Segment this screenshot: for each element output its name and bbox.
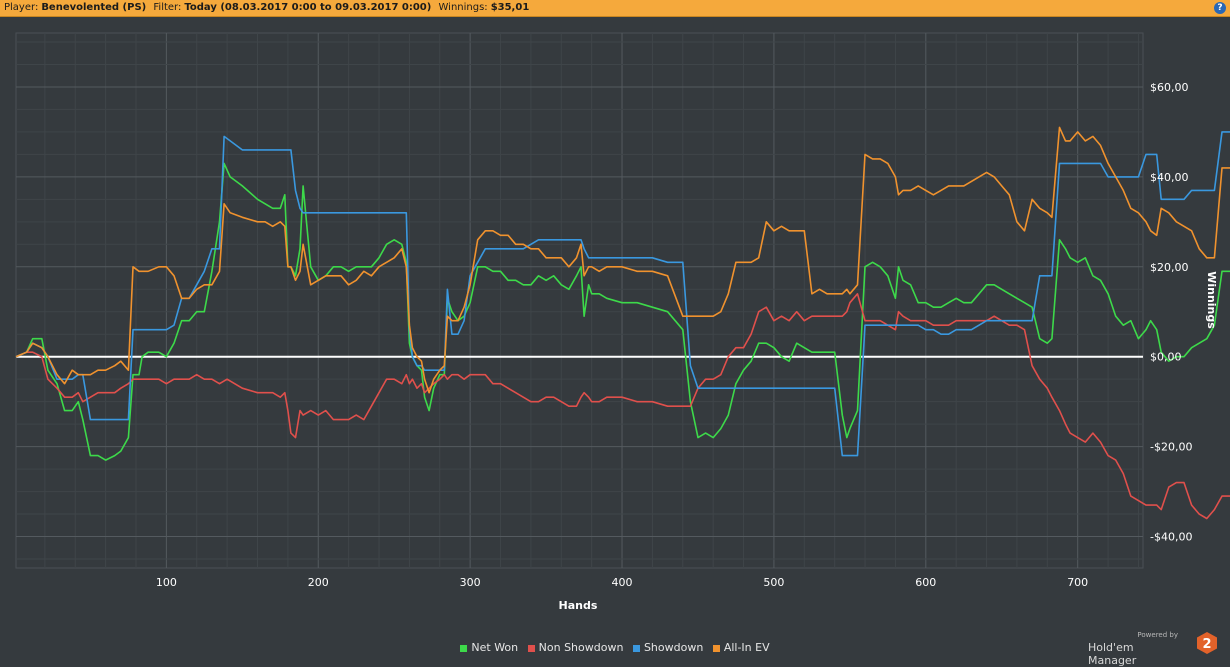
y-tick-label: $40,00 <box>1150 171 1189 184</box>
hem2-logo-icon: 2 <box>1197 632 1217 654</box>
logo-badge-text: 2 <box>1202 637 1211 652</box>
legend-swatch-showdown <box>632 644 640 652</box>
y-tick-labels: $60,00 $40,00 $20,00 $0,00 -$20,00 -$40,00 <box>1150 81 1192 544</box>
legend-item-net-won[interactable]: Net Won <box>460 641 518 654</box>
filter-bar: Player: Benevolented (PS) Filter: Today (0… <box>0 0 1230 17</box>
legend-label-allin-ev: All-In EV <box>723 641 770 654</box>
y-tick-label: -$20,00 <box>1150 441 1192 454</box>
x-tick-label: 400 <box>612 576 633 589</box>
x-tick-label: 700 <box>1067 576 1088 589</box>
winnings-value: $35,01 <box>490 2 530 13</box>
grid <box>15 32 1144 569</box>
x-tick-labels: 100 200 300 400 500 600 700 <box>156 576 1088 589</box>
legend-swatch-net-won <box>460 644 468 652</box>
legend-label-net-won: Net Won <box>471 641 519 654</box>
series-line-all-in-ev <box>15 126 1230 394</box>
brand-name: Hold'em Manager <box>1088 641 1137 667</box>
x-tick-label: 600 <box>915 576 936 589</box>
chart-background <box>0 17 1230 641</box>
brand-logo: Powered by Hold'em Manager 2 <box>1088 630 1218 667</box>
player-value: Benevolented (PS) <box>41 2 147 13</box>
player-label: Player: <box>4 2 39 13</box>
filter-value: Today (08.03.2017 0:00 to 09.03.2017 0:0… <box>184 2 432 13</box>
legend-label-showdown: Showdown <box>643 641 704 654</box>
powered-by-text: Powered by <box>1137 631 1178 639</box>
legend: Net Won Non Showdown Showdown All-In EV <box>0 641 1230 654</box>
y-tick-label: $60,00 <box>1150 81 1189 94</box>
x-tick-label: 100 <box>156 576 177 589</box>
series-line-showdown <box>15 131 1230 457</box>
winnings-graph: $60,00 $40,00 $20,00 $0,00 -$20,00 -$40,00 10… <box>0 17 1230 641</box>
y-tick-label: $20,00 <box>1150 261 1189 274</box>
winnings-label: Winnings: <box>438 2 488 13</box>
x-tick-label: 500 <box>763 576 784 589</box>
legend-label-non-showdown: Non Showdown <box>538 641 624 654</box>
help-icon[interactable]: ? <box>1214 2 1226 14</box>
y-tick-label: -$40,00 <box>1150 531 1192 544</box>
x-tick-label: 300 <box>460 576 481 589</box>
legend-swatch-non-showdown <box>527 644 535 652</box>
legend-item-allin-ev[interactable]: All-In EV <box>712 641 770 654</box>
plot-area-border <box>15 32 1144 569</box>
legend-item-non-showdown[interactable]: Non Showdown <box>527 641 624 654</box>
series-lines <box>15 126 1230 520</box>
x-tick-label: 200 <box>308 576 329 589</box>
y-tick-label: $0,00 <box>1150 351 1182 364</box>
x-axis-label: Hands <box>559 599 598 612</box>
series-line-net-won <box>15 162 1230 461</box>
y-axis-label: Winnings <box>1205 271 1218 329</box>
legend-swatch-allin-ev <box>712 644 720 652</box>
filter-label: Filter: <box>153 2 182 13</box>
legend-item-showdown[interactable]: Showdown <box>632 641 704 654</box>
series-line-non-showdown <box>15 293 1230 520</box>
